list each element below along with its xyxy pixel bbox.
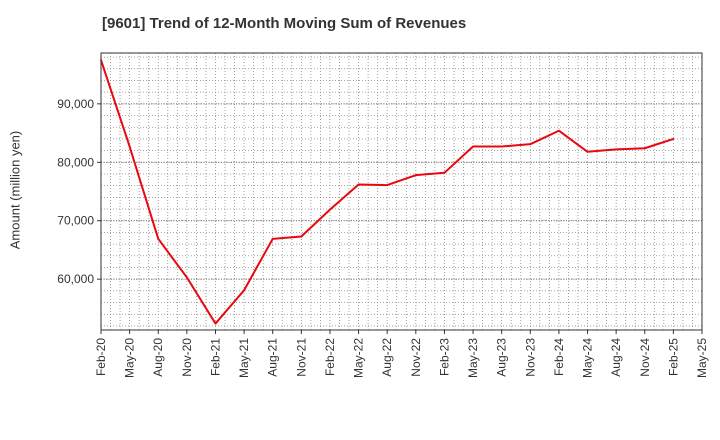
- data-point: [500, 145, 503, 148]
- data-point: [185, 276, 188, 279]
- x-tick-label: Nov-23: [523, 338, 537, 377]
- data-point: [214, 322, 217, 325]
- data-point: [443, 171, 446, 174]
- x-tick-label: Aug-24: [609, 338, 623, 377]
- data-point: [357, 183, 360, 186]
- x-tick-label: Feb-23: [437, 338, 451, 376]
- x-tick-label: Feb-20: [94, 338, 108, 376]
- data-point: [558, 129, 560, 132]
- data-point: [329, 208, 331, 211]
- y-tick-label: 90,000: [57, 97, 94, 111]
- plot-area: [101, 53, 702, 330]
- data-point: [243, 289, 245, 292]
- x-tick-label: Feb-24: [552, 338, 566, 376]
- y-tick-label: 70,000: [57, 214, 94, 228]
- data-point: [472, 145, 474, 148]
- x-tick-label: Nov-22: [409, 338, 423, 377]
- x-tick-label: May-24: [581, 338, 595, 378]
- data-point: [414, 174, 417, 177]
- data-point: [300, 235, 303, 238]
- x-tick-label: May-22: [352, 338, 366, 378]
- data-point: [271, 237, 274, 240]
- y-tick-label: 80,000: [57, 155, 94, 169]
- y-tick-label: 60,000: [57, 272, 94, 286]
- data-point: [615, 148, 618, 151]
- x-tick-label: Aug-22: [380, 338, 394, 377]
- x-tick-label: Nov-20: [180, 338, 194, 377]
- x-tick-label: Nov-24: [638, 338, 652, 377]
- x-tick-label: Aug-23: [495, 338, 509, 377]
- x-tick-label: Nov-21: [294, 338, 308, 377]
- data-point: [586, 150, 589, 153]
- data-point: [643, 147, 646, 150]
- x-tick-label: Feb-21: [208, 338, 222, 376]
- x-tick-label: May-21: [237, 338, 251, 378]
- data-point: [529, 143, 532, 146]
- x-tick-label: May-20: [123, 338, 137, 378]
- x-tick-label: May-25: [695, 338, 709, 378]
- x-tick-label: May-23: [466, 338, 480, 378]
- x-tick-label: Aug-20: [151, 338, 165, 377]
- chart-title: [9601] Trend of 12-Month Moving Sum of R…: [102, 15, 467, 32]
- data-point: [128, 145, 131, 148]
- data-point: [386, 184, 389, 186]
- plot-frame: [100, 52, 703, 331]
- x-tick-label: Feb-25: [666, 338, 680, 376]
- x-tick-label: Aug-21: [266, 338, 280, 377]
- data-point: [672, 138, 675, 140]
- x-tick-label: Feb-22: [323, 338, 337, 376]
- data-point: [157, 237, 160, 240]
